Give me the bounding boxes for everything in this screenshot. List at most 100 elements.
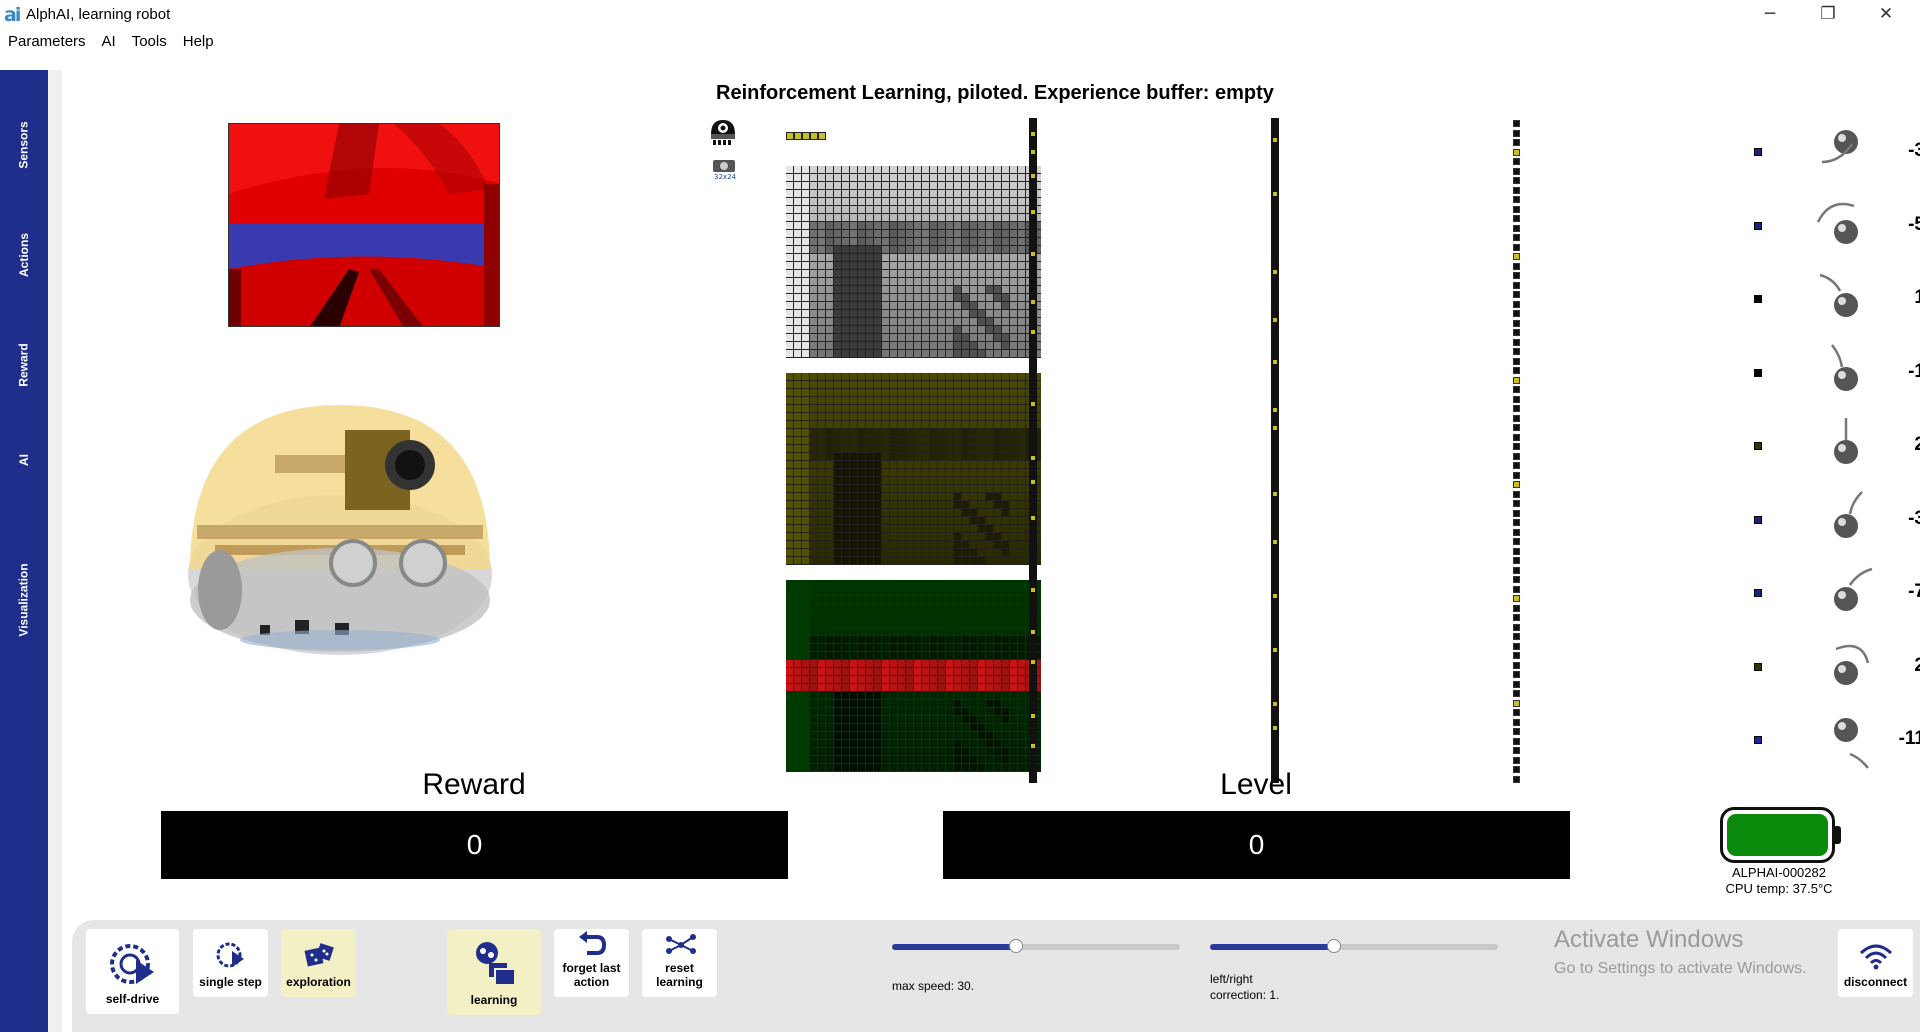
action-dot (1754, 148, 1762, 156)
tab-ai-label: AI (17, 454, 31, 466)
max-speed-label: max speed: 30. (892, 979, 975, 993)
learning-brain-icon (476, 942, 516, 986)
robot-id: ALPHAI-000282 (1732, 865, 1826, 880)
action-row[interactable]: 2 (1740, 412, 1920, 486)
reset-learning-button[interactable]: reset learning (642, 929, 717, 997)
action-row[interactable]: -5 (1740, 192, 1920, 266)
reverse-left-icon (1810, 118, 1884, 192)
action-dot (1754, 295, 1762, 303)
input-indicator (786, 128, 828, 146)
action-value: 2 (1914, 434, 1920, 455)
turn-right-icon (1810, 486, 1884, 560)
camera-sensor-label: 32x24 (714, 173, 737, 180)
spin-right-icon (1810, 633, 1884, 707)
level-value: 0 (943, 811, 1570, 879)
output-layer-column (1512, 120, 1522, 785)
pixel-grid-channel-1 (786, 373, 1041, 565)
exploration-button[interactable]: exploration (281, 929, 356, 997)
tab-actions[interactable]: Actions (0, 200, 48, 310)
action-row[interactable]: -3 (1740, 486, 1920, 560)
pixel-grid-channel-2 (786, 580, 1041, 772)
max-speed-fill (892, 944, 1016, 950)
action-value: -5 (1908, 213, 1920, 235)
self-drive-button[interactable]: self-drive (86, 929, 179, 1014)
battery-tip (1835, 826, 1841, 844)
reset-learning-label: reset learning (656, 961, 703, 989)
action-row[interactable]: -7 (1740, 559, 1920, 633)
disconnect-button[interactable]: disconnect (1838, 929, 1913, 997)
action-value: 1 (1914, 287, 1920, 308)
correction-handle[interactable] (1326, 939, 1341, 953)
menu-help[interactable]: Help (182, 33, 214, 50)
page-title: Reinforcement Learning, piloted. Experie… (716, 82, 1274, 104)
action-dot (1754, 662, 1762, 671)
action-value: -3 (1908, 507, 1920, 529)
maximize-icon[interactable]: ❐ (1820, 4, 1836, 24)
menu-parameters[interactable]: Parameters (8, 33, 86, 50)
minimize-icon[interactable]: ─ (1764, 4, 1776, 24)
watermark-subtitle: Go to Settings to activate Windows. (1554, 960, 1807, 977)
max-speed-slider[interactable] (892, 939, 1180, 953)
action-row[interactable]: 1 (1740, 265, 1920, 339)
reverse-right-icon (1810, 706, 1884, 780)
input-layer-column (1029, 118, 1037, 783)
spin-left-icon (1810, 192, 1884, 266)
title-bar: ai AlphAI, learning robot ─ ❐ ✕ (0, 0, 1920, 28)
correction-label: left/right correction: 1. (1210, 972, 1280, 1002)
tab-visualization[interactable]: Visualization (0, 500, 48, 700)
action-value: -3 (1908, 140, 1920, 161)
reset-network-icon (665, 934, 696, 954)
action-row[interactable]: 2 (1740, 633, 1920, 707)
watermark-title: Activate Windows (1554, 926, 1744, 953)
pixel-grid-grayscale (786, 166, 1041, 358)
tab-sensors[interactable]: Sensors (0, 90, 48, 200)
action-dot (1754, 589, 1762, 597)
tab-reward-label: Reward (16, 343, 31, 387)
window-title: AlphAI, learning robot (26, 6, 171, 23)
action-dot (1754, 221, 1762, 230)
action-dot (1754, 368, 1762, 377)
reward-value: 0 (161, 811, 788, 879)
tab-reward[interactable]: Reward (0, 310, 48, 420)
correction-fill (1210, 944, 1334, 950)
menu-bar: Parameters AI Tools Help (0, 30, 222, 54)
correction-slider[interactable] (1210, 939, 1498, 953)
bottom-toolbar (72, 920, 1920, 1032)
disconnect-label: disconnect (1843, 975, 1908, 989)
single-step-label: single step (199, 975, 262, 989)
learning-button[interactable]: learning (447, 929, 541, 1015)
battery-indicator (1720, 807, 1835, 863)
action-dot (1754, 442, 1762, 450)
close-icon[interactable]: ✕ (1878, 4, 1894, 24)
hidden-layer-column (1271, 118, 1279, 783)
level-label: Level (1220, 768, 1292, 801)
battery-fill (1727, 814, 1828, 856)
self-drive-label: self-drive (105, 992, 160, 1006)
activation-watermark: Activate Windows Go to Settings to activ… (1554, 926, 1807, 978)
turn-right-sharp-icon (1810, 559, 1884, 633)
action-row[interactable]: -11 (1740, 706, 1920, 780)
tab-ai[interactable]: AI (0, 420, 48, 500)
action-value: -7 (1908, 581, 1920, 602)
menu-tools[interactable]: Tools (131, 33, 167, 50)
menu-ai[interactable]: AI (101, 33, 116, 50)
max-speed-handle[interactable] (1008, 939, 1023, 953)
robot-head-icon[interactable] (708, 118, 738, 153)
wifi-icon (1859, 944, 1892, 970)
turn-left-icon (1810, 339, 1884, 413)
action-row[interactable]: -3 (1740, 118, 1920, 192)
action-dot (1754, 736, 1762, 744)
single-step-button[interactable]: single step (193, 929, 268, 997)
forget-last-action-button[interactable]: forget last action (554, 929, 629, 997)
tab-actions-label: Actions (16, 232, 31, 278)
action-row[interactable]: -1 (1740, 339, 1920, 413)
camera-sensor-icon[interactable]: 32x24 (712, 158, 738, 185)
cpu-temp: CPU temp: 37.5°C (1725, 881, 1833, 896)
app-logo-icon: ai (4, 4, 21, 26)
action-value: -1 (1908, 360, 1920, 382)
steering-wheel-icon (109, 944, 154, 984)
robot-status: ALPHAI-000282 CPU temp: 37.5°C (1700, 865, 1858, 897)
robot-illustration (175, 395, 505, 665)
tab-visualization-label: Visualization (17, 563, 32, 637)
forget-last-action-label: forget last action (562, 961, 621, 989)
